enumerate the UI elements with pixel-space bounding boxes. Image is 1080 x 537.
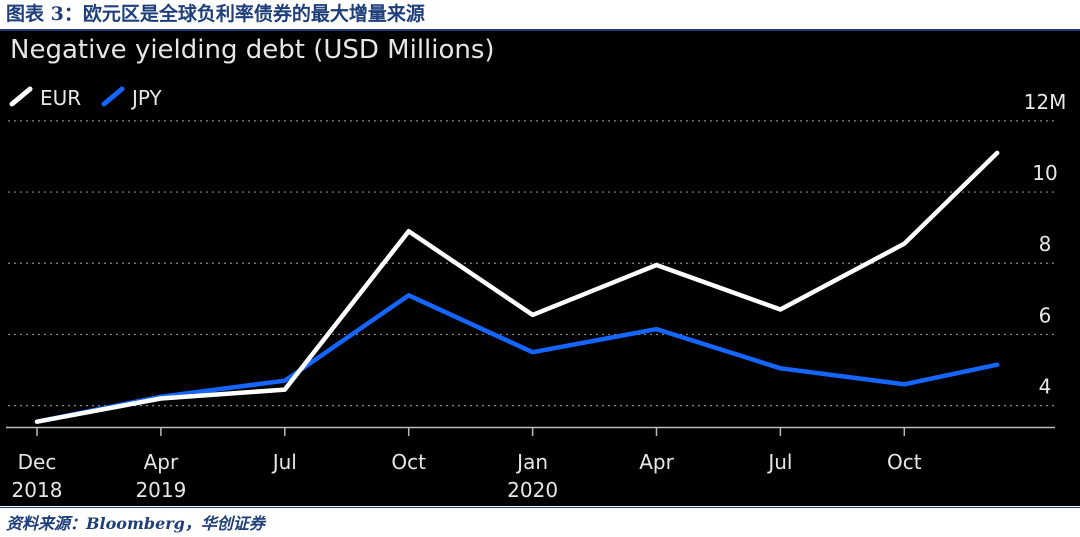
- x-tick-label: Jul: [766, 450, 792, 474]
- x-tick-label: Jul: [271, 450, 297, 474]
- x-tick-label: Dec: [18, 450, 57, 474]
- line-chart: Negative yielding debt (USD Millions) EU…: [6, 35, 1067, 502]
- caption-rule: [0, 29, 1080, 31]
- source-rule: [0, 507, 1080, 508]
- legend-label-jpy: JPY: [130, 86, 163, 110]
- y-axis: 4 6 8 10 12M: [1024, 90, 1067, 399]
- legend-swatch-jpy: [101, 86, 125, 107]
- y-tick-label: 12M: [1024, 90, 1067, 114]
- x-tick-label: Apr: [144, 450, 179, 474]
- series-lines: [34, 150, 1000, 424]
- gridlines: [8, 120, 1055, 407]
- x-tick-label: Jan: [515, 450, 548, 474]
- chart-panel: Negative yielding debt (USD Millions) EU…: [0, 31, 1080, 506]
- x-tick-label: Apr: [639, 450, 674, 474]
- legend-label-eur: EUR: [40, 86, 81, 110]
- y-tick-label: 6: [1039, 303, 1052, 327]
- series-line-jpy: [34, 293, 1000, 424]
- x-tick-year-label: 2019: [135, 478, 186, 502]
- series-line-eur: [34, 150, 1000, 424]
- chart-title: Negative yielding debt (USD Millions): [10, 35, 495, 65]
- source-note: 资料来源：Bloomberg，华创证券: [6, 514, 265, 533]
- x-tick-label: Oct: [887, 450, 922, 474]
- legend: EUR JPY: [9, 86, 163, 110]
- x-tick-year-label: 2018: [12, 478, 63, 502]
- x-axis: Dec 2018 Apr 2019 Jul Oct Jan 2020 Apr Jul Oct: [6, 426, 1055, 502]
- y-tick-label: 4: [1039, 375, 1052, 399]
- figure-caption: 图表 3：欧元区是全球负利率债券的最大增量来源: [6, 3, 425, 25]
- y-tick-label: 8: [1039, 232, 1052, 256]
- x-tick-year-label: 2020: [507, 478, 558, 502]
- x-tick-label: Oct: [391, 450, 426, 474]
- legend-swatch-eur: [9, 86, 33, 107]
- y-tick-label: 10: [1032, 161, 1057, 185]
